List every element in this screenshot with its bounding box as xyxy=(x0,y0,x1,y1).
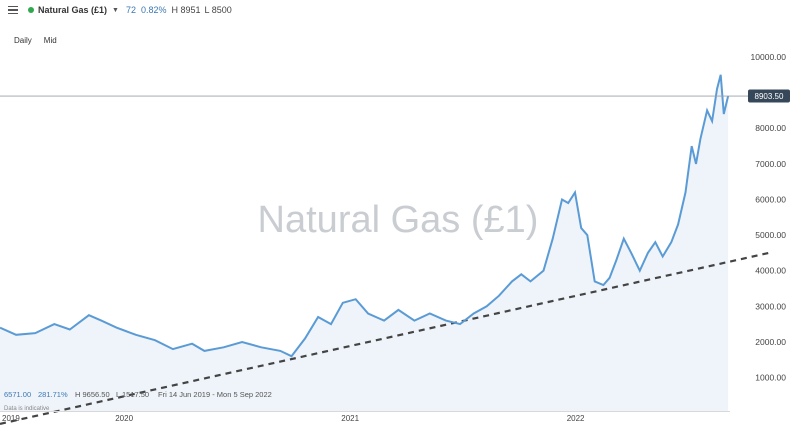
y-axis: 1000.00 2000.00 3000.00 4000.00 5000.00 6000.… xyxy=(751,52,787,383)
x-axis-divider xyxy=(0,411,730,412)
y-tick-label: 1000.00 xyxy=(755,373,786,383)
y-tick-label: 7000.00 xyxy=(755,159,786,169)
x-tick-label: 2019 xyxy=(2,414,20,423)
y-tick-label: 6000.00 xyxy=(755,194,786,204)
stats-pct: 281.71% xyxy=(38,390,68,399)
price-change-pct: 0.82% xyxy=(140,5,167,15)
timeframe-mid[interactable]: Mid xyxy=(43,36,57,45)
menu-icon[interactable] xyxy=(8,6,18,14)
chart-watermark: Natural Gas (£1) xyxy=(258,199,539,241)
y-tick-label: 3000.00 xyxy=(755,301,786,311)
stats-low: L 1517.50 xyxy=(116,390,149,399)
stats-range: Fri 14 Jun 2019 - Mon 5 Sep 2022 xyxy=(158,390,272,399)
day-high: H 8951 xyxy=(171,5,201,15)
timeframe-daily[interactable]: Daily xyxy=(14,36,32,45)
x-tick-label: 2022 xyxy=(567,414,585,423)
x-axis: 2019 2020 2021 2022 xyxy=(2,414,585,423)
stats-overlay: 6571.00 281.71% H 9656.50 L 1517.50 Fri … xyxy=(4,390,272,412)
y-tick-label: 2000.00 xyxy=(755,337,786,347)
instrument-header: Natural Gas (£1) ▼ 72 0.82% H 8951 L 850… xyxy=(0,0,793,20)
x-tick-label: 2021 xyxy=(341,414,359,423)
stats-price: 6571.00 xyxy=(4,390,31,399)
timeframe-selector: Daily Mid xyxy=(14,36,57,45)
day-low: L 8500 xyxy=(204,5,232,15)
instrument-name[interactable]: Natural Gas (£1) xyxy=(38,5,108,15)
stats-high: H 9656.50 xyxy=(75,390,110,399)
y-tick-label: 8000.00 xyxy=(755,123,786,133)
chevron-down-icon[interactable]: ▼ xyxy=(112,6,119,14)
price-change: 72 xyxy=(125,5,136,15)
x-tick-label: 2020 xyxy=(115,414,133,423)
y-tick-label: 4000.00 xyxy=(755,266,786,276)
current-price-tag: 8903.50 xyxy=(748,89,790,103)
y-tick-label: 5000.00 xyxy=(755,230,786,240)
stats-note: Data is indicative xyxy=(4,406,50,412)
area-fill xyxy=(0,74,729,412)
current-price-tag-label: 8903.50 xyxy=(755,92,784,101)
y-tick-label: 10000.00 xyxy=(751,52,787,62)
price-line xyxy=(0,74,730,358)
current-price-tag-bg xyxy=(748,89,790,103)
market-open-indicator xyxy=(28,7,34,13)
